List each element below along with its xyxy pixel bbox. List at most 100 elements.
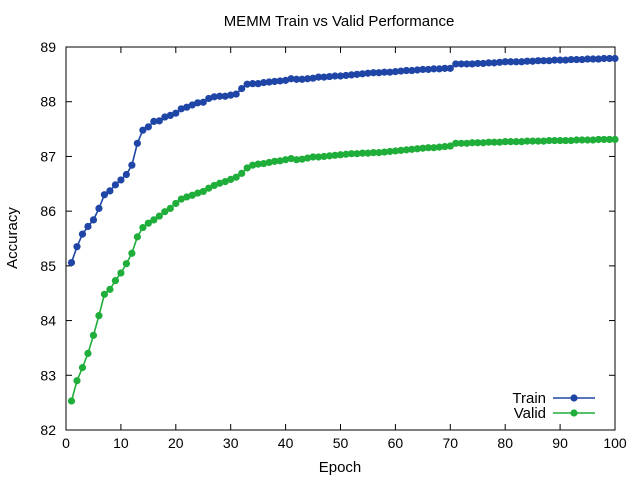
data-point-train (518, 58, 526, 66)
data-point-train (380, 68, 389, 76)
data-point-train (216, 92, 224, 100)
data-point-train (353, 70, 361, 78)
data-point-train (468, 60, 476, 68)
data-point-train (490, 59, 498, 67)
chart-title: MEMM Train vs Valid Performance (224, 13, 455, 30)
data-point-train (100, 191, 109, 199)
data-point-valid (336, 151, 345, 159)
data-point-valid (150, 216, 158, 224)
data-point-train (249, 80, 257, 88)
data-point-train (419, 65, 427, 74)
x-tick-label: 80 (497, 435, 513, 451)
data-point-train (424, 65, 432, 74)
data-point-valid (287, 155, 295, 163)
series-train (67, 54, 619, 267)
legend-marker-train (570, 394, 578, 402)
data-point-valid (183, 193, 191, 201)
data-point-valid (386, 147, 394, 156)
y-tick-label: 82 (40, 422, 56, 438)
data-point-valid (391, 147, 399, 155)
x-tick-label: 100 (603, 435, 627, 451)
data-point-valid (282, 156, 290, 164)
data-point-train (496, 58, 504, 66)
data-point-train (260, 78, 268, 87)
data-point-valid (419, 144, 427, 152)
data-point-train (600, 54, 608, 63)
data-point-valid (594, 135, 603, 144)
data-point-valid (260, 159, 268, 168)
data-point-valid (67, 397, 76, 405)
data-point-valid (128, 249, 136, 257)
data-point-valid (485, 138, 493, 146)
data-point-train (386, 68, 394, 76)
data-point-valid (271, 157, 279, 165)
data-point-train (155, 117, 163, 125)
data-point-train (292, 75, 301, 83)
data-point-valid (589, 136, 597, 144)
data-point-train (430, 65, 438, 73)
data-point-valid (380, 148, 389, 156)
data-point-valid (100, 290, 109, 298)
data-point-train (402, 66, 410, 75)
data-point-valid (238, 169, 246, 177)
data-point-valid (84, 349, 92, 357)
data-point-train (501, 58, 509, 66)
data-point-valid (292, 156, 301, 164)
data-point-valid (254, 160, 262, 168)
data-point-train (210, 93, 218, 101)
data-point-train (529, 57, 537, 65)
data-point-valid (529, 137, 537, 145)
data-point-train (95, 204, 103, 213)
data-point-valid (424, 144, 432, 152)
y-tick-label: 84 (40, 313, 56, 329)
data-point-valid (468, 139, 476, 147)
y-tick-label: 88 (40, 94, 56, 110)
data-point-train (507, 58, 515, 66)
data-point-train (336, 72, 345, 80)
data-point-valid (347, 150, 356, 158)
data-point-train (342, 71, 350, 80)
data-point-valid (578, 136, 586, 144)
data-point-valid (605, 135, 614, 144)
data-point-valid (194, 189, 202, 197)
data-point-train (298, 75, 306, 83)
data-point-train (188, 101, 196, 109)
data-point-valid (320, 152, 328, 161)
data-point-valid (227, 175, 235, 184)
data-point-train (523, 57, 531, 65)
x-tick-label: 70 (443, 435, 459, 451)
data-point-valid (177, 195, 185, 203)
data-point-train (166, 111, 174, 119)
legend-label-valid: Valid (514, 405, 546, 422)
data-point-train (331, 72, 339, 80)
data-point-train (556, 56, 564, 64)
data-point-train (474, 59, 482, 68)
data-point-valid (199, 187, 207, 196)
data-point-train (408, 66, 416, 75)
legend-marker-valid (570, 409, 578, 417)
data-point-train (578, 55, 586, 64)
data-point-train (583, 55, 592, 63)
data-point-train (282, 76, 290, 84)
data-point-train (276, 77, 284, 85)
data-point-train (106, 187, 114, 195)
plot-frame (65, 46, 616, 431)
data-point-train (122, 170, 130, 179)
data-point-valid (430, 144, 438, 152)
data-point-valid (188, 191, 196, 199)
x-tick-label: 20 (168, 435, 184, 451)
data-point-valid (479, 139, 487, 147)
data-point-valid (249, 161, 257, 169)
data-point-train (551, 56, 559, 64)
data-point-valid (490, 138, 498, 146)
data-point-valid (353, 150, 361, 158)
data-point-train (183, 103, 191, 111)
x-axis-ticks: 0 10 20 30 40 50 60 70 80 90 100 (62, 47, 627, 451)
data-point-train (567, 55, 575, 64)
y-axis-ticks: 82 83 84 85 86 87 88 89 (40, 39, 615, 438)
data-point-train (78, 230, 87, 238)
data-point-valid (501, 138, 509, 146)
